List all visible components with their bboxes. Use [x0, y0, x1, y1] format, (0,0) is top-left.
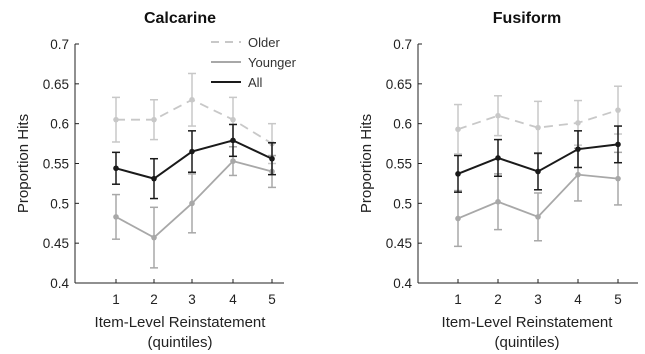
data-point	[230, 137, 236, 144]
legend-label-all: All	[248, 75, 263, 90]
y-tick-label: 0.4	[393, 276, 412, 291]
data-point	[230, 116, 236, 123]
x-tick-label: 5	[268, 292, 276, 307]
data-point	[230, 158, 236, 164]
y-tick-label: 0.55	[43, 157, 69, 172]
y-axis-label: Proportion Hits	[358, 114, 375, 213]
chart-title: Calcarine	[144, 10, 216, 27]
chart-panel-2: Fusiform 0.4 0.45 0.5 0.55 0.6 0.65 0.7 1 2 3 4 5Ite…	[358, 10, 638, 351]
data-point	[495, 198, 501, 205]
y-tick-label: 0.65	[386, 77, 412, 92]
data-point	[455, 126, 461, 133]
data-point	[535, 124, 541, 131]
y-tick-label: 0.45	[386, 236, 412, 251]
x-tick-label: 1	[112, 292, 120, 307]
data-point	[575, 146, 581, 152]
x-tick-label: 2	[150, 292, 158, 307]
data-point	[151, 116, 157, 123]
x-axis-sublabel: (quintiles)	[494, 334, 559, 351]
x-tick-label: 4	[229, 292, 237, 307]
legend-label-older: Older	[248, 35, 280, 50]
data-point	[455, 171, 461, 177]
data-point	[495, 112, 501, 119]
data-point	[151, 175, 157, 182]
series-older	[112, 72, 276, 165]
y-tick-label: 0.7	[393, 37, 412, 52]
x-axis-label: Item-Level Reinstatement	[95, 314, 267, 331]
series-line	[116, 98, 273, 145]
x-axis-sublabel: (quintiles)	[147, 334, 212, 351]
data-point	[113, 214, 119, 220]
data-point	[113, 165, 119, 172]
legend: Older Younger All	[211, 35, 297, 90]
y-tick-label: 0.5	[50, 196, 69, 211]
data-point	[535, 214, 541, 220]
y-axis-label: Proportion Hits	[15, 114, 32, 213]
x-tick-label: 5	[614, 292, 622, 307]
legend-label-younger: Younger	[248, 55, 297, 70]
chart-title: Fusiform	[493, 10, 561, 27]
series-younger	[112, 146, 276, 269]
series-all	[454, 125, 622, 193]
series-all	[112, 123, 276, 200]
data-point	[495, 155, 501, 161]
data-point	[615, 107, 621, 113]
y-tick-label: 0.65	[43, 77, 69, 92]
data-point	[615, 141, 621, 148]
x-axis-label: Item-Level Reinstatement	[442, 314, 614, 331]
data-point	[189, 96, 195, 103]
y-tick-label: 0.4	[50, 276, 69, 291]
data-point	[455, 215, 461, 222]
data-point	[615, 175, 621, 182]
data-point	[189, 200, 195, 207]
y-tick-label: 0.45	[43, 236, 69, 251]
y-tick-label: 0.6	[393, 117, 412, 132]
x-tick-label: 4	[574, 292, 582, 307]
data-point	[189, 148, 195, 155]
series-older	[454, 85, 622, 155]
data-point	[535, 168, 541, 175]
x-tick-label: 1	[454, 292, 462, 307]
data-point	[113, 116, 119, 123]
x-tick-label: 3	[188, 292, 196, 307]
chart-panel-1: Calcarine 0.4 0.45 0.5 0.55 0.6 0.65 0.7 1 2 3 4 5It…	[15, 10, 297, 351]
x-tick-label: 2	[494, 292, 502, 307]
y-tick-label: 0.6	[50, 117, 69, 132]
data-point	[269, 155, 275, 162]
data-point	[575, 171, 581, 178]
y-tick-label: 0.5	[393, 196, 412, 211]
y-tick-label: 0.7	[50, 37, 69, 52]
data-point	[575, 120, 581, 126]
x-tick-label: 3	[534, 292, 542, 307]
data-point	[151, 234, 157, 241]
y-tick-label: 0.55	[386, 157, 412, 172]
